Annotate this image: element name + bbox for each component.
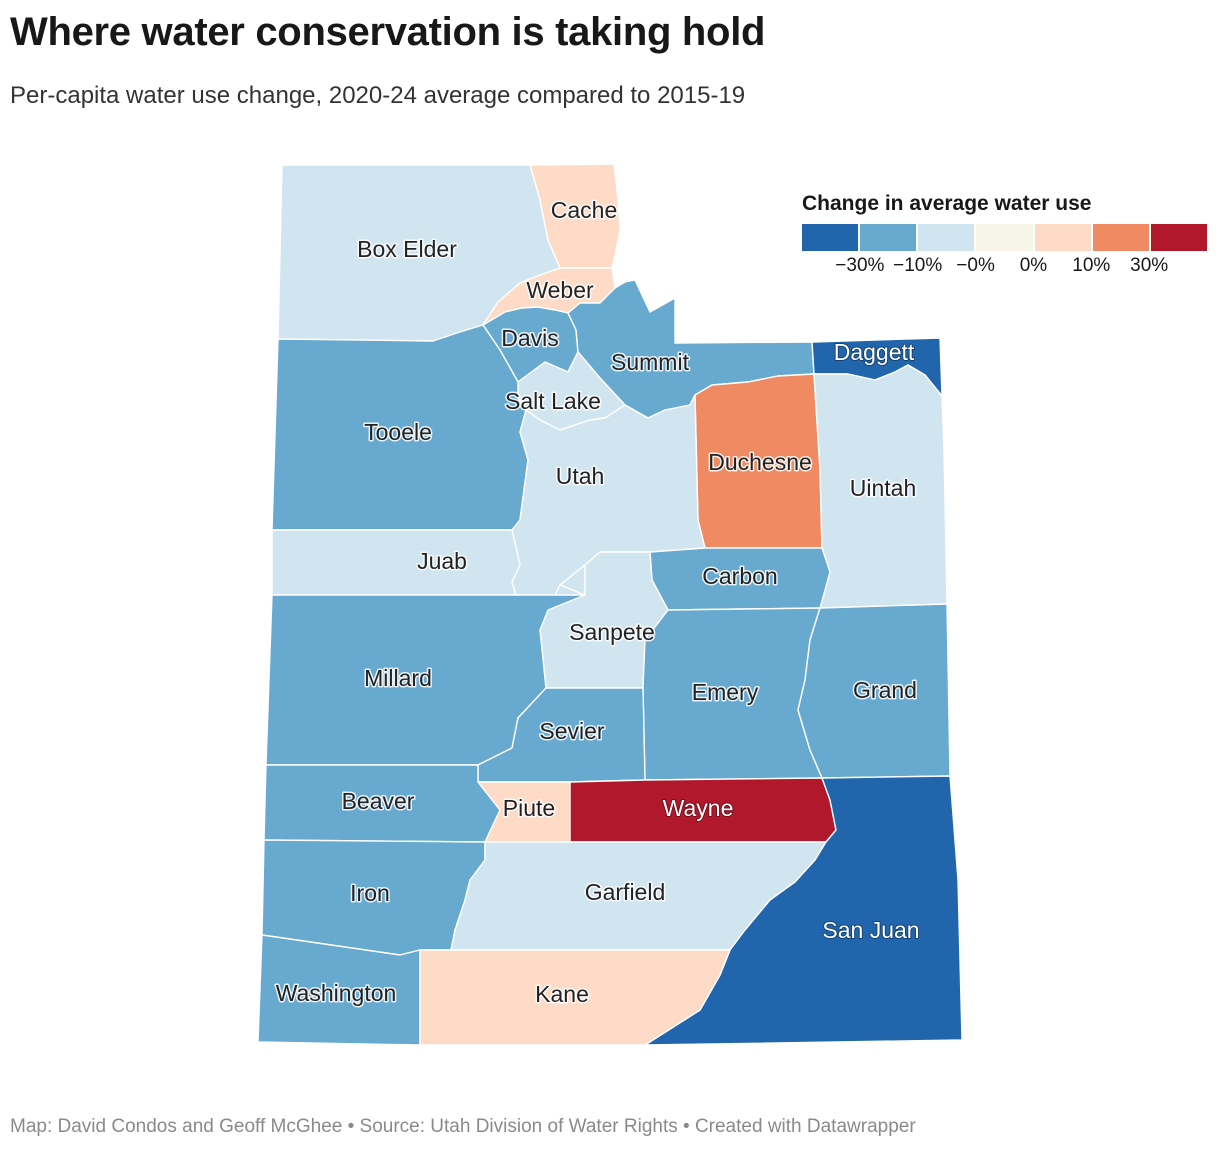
county-label-davis: Davis	[501, 325, 559, 351]
county-label-emery: Emery	[692, 679, 759, 705]
county-label-uintah: Uintah	[850, 475, 916, 501]
legend-tick-4: 0%	[1019, 255, 1048, 276]
county-label-wayne: Wayne	[663, 795, 734, 821]
county-label-grand: Grand	[853, 677, 917, 703]
legend-swatch-6	[1092, 224, 1149, 251]
county-label-beaver: Beaver	[342, 788, 415, 814]
county-label-cache: Cache	[551, 197, 617, 223]
county-label-box-elder: Box Elder	[357, 236, 457, 262]
county-label-carbon: Carbon	[702, 563, 777, 589]
county-label-millard: Millard	[364, 665, 432, 691]
legend-title: Change in average water use	[802, 192, 1092, 215]
county-label-sevier: Sevier	[539, 718, 605, 744]
map-subtitle: Per-capita water use change, 2020-24 ave…	[10, 82, 746, 109]
legend-swatch-4	[976, 224, 1033, 251]
county-label-garfield: Garfield	[585, 879, 666, 905]
county-label-salt-lake: Salt Lake	[505, 388, 601, 414]
county-label-weber: Weber	[526, 277, 594, 303]
legend-tick-2: −10%	[893, 255, 943, 276]
county-label-piute: Piute	[503, 795, 555, 821]
legend-swatch-1	[802, 224, 859, 251]
credits-footer: Map: David Condos and Geoff McGhee • Sou…	[10, 1116, 916, 1137]
county-label-utah: Utah	[556, 463, 605, 489]
county-label-daggett: Daggett	[834, 339, 915, 365]
legend-swatch-3	[918, 224, 975, 251]
county-label-juab: Juab	[417, 548, 467, 574]
legend-swatches	[802, 224, 1207, 251]
legend-ticks: −30% −10% −0% 0% 10% 30%	[802, 255, 1207, 281]
legend-tick-5: 10%	[1072, 255, 1111, 276]
map-title: Where water conservation is taking hold	[10, 10, 766, 54]
legend-swatch-2	[860, 224, 917, 251]
legend-swatch-7	[1150, 224, 1207, 251]
county-label-kane: Kane	[535, 981, 589, 1007]
legend-tick-1: −30%	[835, 255, 885, 276]
county-label-washington: Washington	[276, 980, 397, 1006]
county-label-san-juan: San Juan	[822, 917, 919, 943]
county-label-duchesne: Duchesne	[708, 449, 812, 475]
color-legend: Change in average water use −30% −10% −0% 0…	[802, 192, 1207, 281]
county-label-summit: Summit	[611, 349, 690, 375]
county-label-tooele: Tooele	[364, 419, 432, 445]
county-label-iron: Iron	[350, 880, 390, 906]
county-label-sanpete: Sanpete	[569, 619, 655, 645]
county-san-juan[interactable]	[644, 775, 963, 1046]
county-grand[interactable]	[797, 603, 951, 779]
legend-tick-3: −0%	[956, 255, 995, 276]
county-kane[interactable]	[419, 949, 731, 1046]
legend-swatch-5	[1034, 224, 1091, 251]
legend-tick-6: 30%	[1130, 255, 1169, 276]
